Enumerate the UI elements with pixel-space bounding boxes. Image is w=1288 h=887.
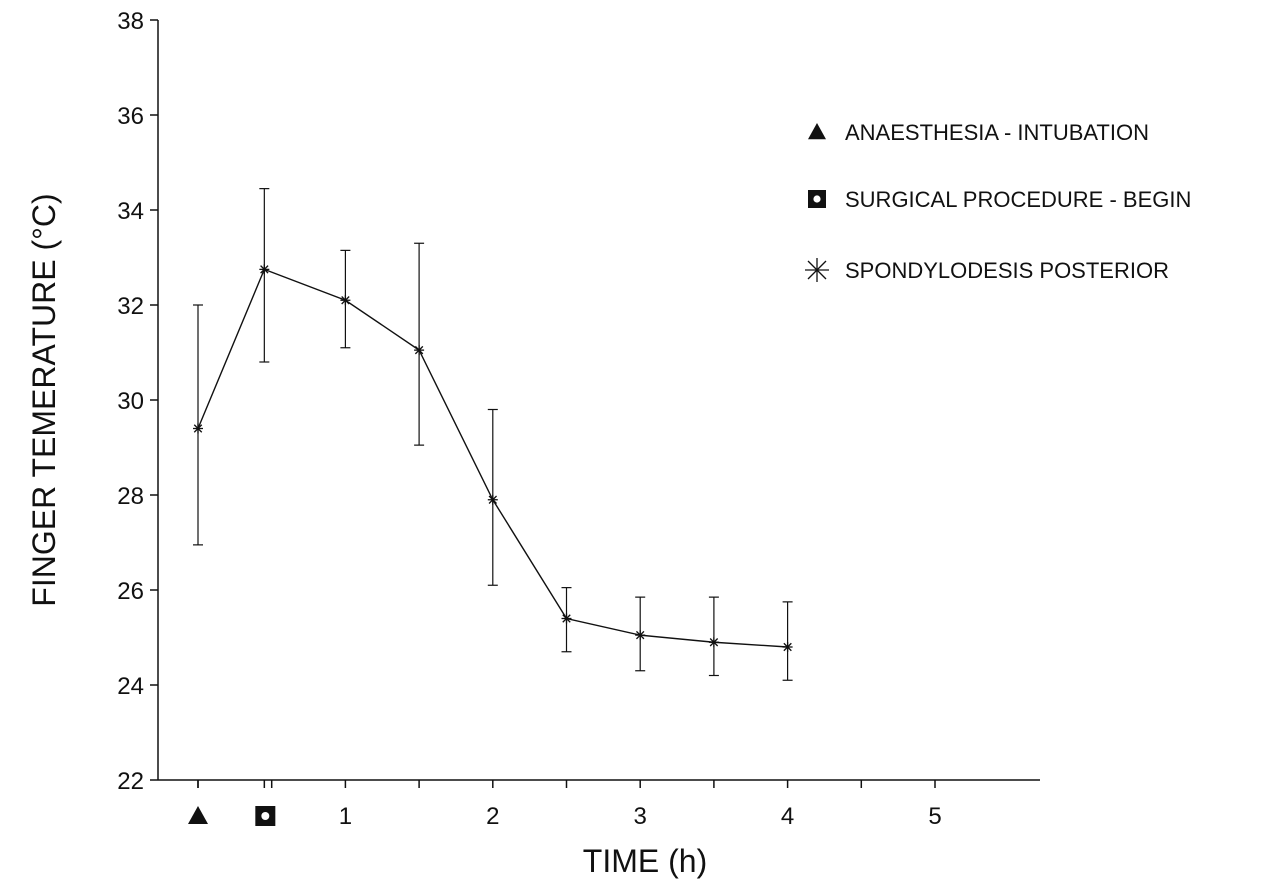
- asterisk-stroke: [783, 642, 792, 652]
- data-point: [259, 264, 270, 275]
- y-tick-label: 30: [117, 388, 144, 415]
- x-axis-title: TIME (h): [583, 843, 707, 879]
- y-tick-label: 24: [117, 673, 144, 700]
- data-point: [193, 423, 203, 434]
- data-point: [782, 642, 793, 652]
- surgical-begin-marker-icon: [255, 806, 276, 826]
- asterisk-stroke: [562, 614, 571, 623]
- y-tick-label: 32: [117, 293, 144, 320]
- square-dot-center: [813, 195, 821, 203]
- y-tick-label: 28: [117, 483, 144, 510]
- x-tick-label: 5: [928, 803, 941, 830]
- legend-label: SPONDYLODESIS POSTERIOR: [845, 258, 1169, 283]
- square-dot-icon: [808, 190, 826, 208]
- asterisk-stroke: [341, 296, 350, 305]
- anaesthesia-marker-icon: [188, 806, 208, 824]
- data-point: [561, 613, 572, 624]
- legend-label: ANAESTHESIA - INTUBATION: [845, 120, 1149, 145]
- asterisk-icon: [805, 258, 829, 282]
- y-axis: 22 24 26 28 30 32 34 36 38: [117, 8, 159, 795]
- data-point: [487, 494, 498, 505]
- legend: ANAESTHESIA - INTUBATION SURGICAL PROCEDU…: [805, 120, 1191, 283]
- y-tick-label: 22: [117, 768, 144, 795]
- asterisk-stroke: [709, 638, 719, 647]
- data-point: [414, 345, 425, 356]
- data-point: [340, 295, 351, 306]
- triangle-shape: [188, 806, 208, 824]
- legend-label: SURGICAL PROCEDURE - BEGIN: [845, 187, 1191, 212]
- data-point: [635, 630, 646, 641]
- triangle-icon: [808, 123, 826, 140]
- asterisk-stroke: [635, 630, 645, 640]
- x-tick-label: 1: [339, 803, 352, 830]
- square-dot-center: [261, 812, 270, 820]
- x-tick-label: 2: [486, 803, 499, 830]
- x-tick-label: 3: [634, 803, 647, 830]
- asterisk-stroke: [193, 424, 203, 433]
- x-tick-label: 4: [781, 803, 794, 830]
- legend-item: SPONDYLODESIS POSTERIOR: [805, 258, 1169, 283]
- data-point: [708, 637, 719, 648]
- x-axis: 1 2 3 4 5: [158, 779, 1040, 830]
- asterisk-stroke: [260, 265, 269, 274]
- y-tick-label: 34: [117, 198, 144, 225]
- legend-item: ANAESTHESIA - INTUBATION: [808, 120, 1149, 145]
- y-axis-title: FINGER TEMERATURE (°C): [26, 193, 62, 606]
- asterisk-stroke: [488, 495, 498, 504]
- y-tick-label: 38: [117, 8, 144, 35]
- y-tick-label: 26: [117, 578, 144, 605]
- triangle-shape: [808, 123, 826, 140]
- y-tick-label: 36: [117, 103, 144, 130]
- plot-area: [193, 188, 793, 681]
- asterisk-stroke: [414, 345, 424, 355]
- asterisk-stroke: [807, 260, 827, 280]
- legend-item: SURGICAL PROCEDURE - BEGIN: [808, 187, 1191, 212]
